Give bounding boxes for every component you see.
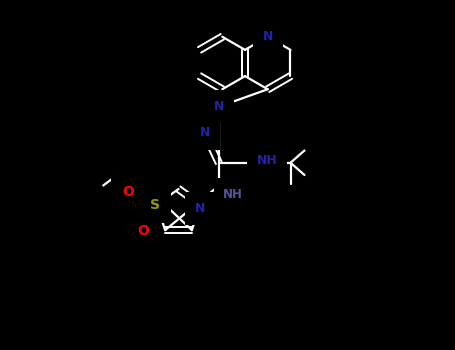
Text: N: N	[213, 100, 224, 113]
Text: O: O	[137, 224, 149, 238]
Text: NH: NH	[223, 188, 243, 201]
Text: S: S	[150, 198, 160, 212]
Text: N: N	[200, 126, 210, 140]
Text: O: O	[122, 186, 134, 199]
Text: N: N	[263, 30, 273, 43]
Text: N: N	[195, 202, 205, 215]
Text: NH: NH	[257, 154, 277, 168]
